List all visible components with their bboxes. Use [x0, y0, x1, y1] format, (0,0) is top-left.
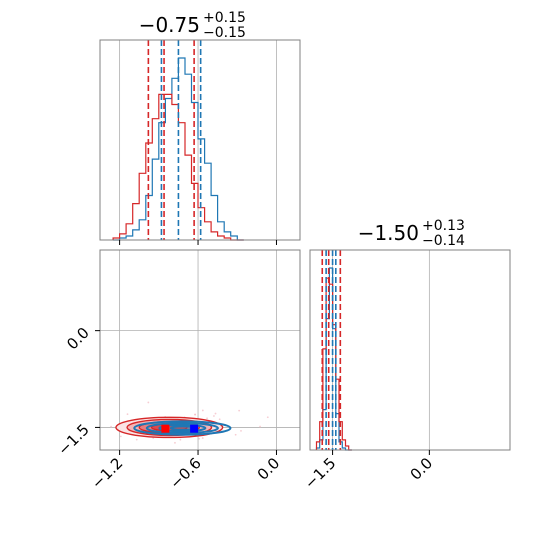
- sample-point: [234, 433, 237, 436]
- contour-blue: [145, 422, 219, 434]
- title-p2-upper: +0.13: [422, 218, 465, 234]
- y-tick-label-p2: 0.0: [63, 324, 93, 354]
- contour-blue: [133, 420, 232, 436]
- sample-point: [126, 413, 129, 416]
- title-p2-main: −1.50: [358, 221, 419, 245]
- sample-point: [201, 409, 204, 412]
- title-p1: −0.75 +0.15 −0.15: [139, 10, 246, 41]
- contour-blue: [158, 423, 207, 433]
- title-p1-main: −0.75: [139, 13, 200, 37]
- x-tick-label-p2: 0.0: [407, 454, 437, 484]
- x-tick-label-p1: −0.6: [166, 454, 204, 492]
- sample-point: [206, 417, 208, 420]
- title-p2-lower: −0.14: [422, 233, 465, 249]
- sample-point: [135, 438, 138, 441]
- sample-point: [119, 435, 122, 438]
- sample-point: [147, 401, 150, 404]
- joint-panel: [86, 249, 301, 455]
- sample-point: [93, 414, 95, 416]
- marker-blue: [190, 424, 199, 433]
- sample-point: [110, 425, 112, 428]
- title-p2: −1.50 +0.13 −0.14: [358, 218, 465, 249]
- sample-point: [179, 438, 182, 441]
- x-tick-label-p2: −1.5: [301, 454, 339, 492]
- y-tick-label-p2: −1.5: [54, 421, 92, 459]
- sample-point: [218, 418, 221, 421]
- sample-point: [266, 416, 269, 419]
- sample-point: [259, 425, 261, 428]
- title-p1-lower: −0.15: [203, 25, 246, 41]
- sample-point: [201, 437, 204, 439]
- sample-point: [198, 437, 201, 440]
- sample-point: [93, 438, 95, 440]
- x-tick-label-p1: 0.0: [254, 454, 284, 484]
- x-tick-label-p1: −1.2: [88, 454, 126, 492]
- sample-point: [174, 441, 176, 444]
- sample-point: [240, 429, 242, 432]
- sample-point: [214, 412, 217, 415]
- axes-frame: [99, 39, 301, 241]
- sample-point: [86, 405, 88, 407]
- marginal-panel-p1: [99, 39, 301, 245]
- axes-frame: [309, 249, 511, 451]
- marginal-panel-p2: [309, 249, 511, 455]
- joint-contours: [86, 401, 269, 444]
- axes-frame: [99, 249, 301, 451]
- sample-point: [194, 413, 196, 416]
- sample-point: [238, 409, 241, 412]
- title-p1-upper: +0.15: [203, 10, 246, 26]
- marker-red: [161, 424, 170, 433]
- sample-point: [213, 415, 215, 417]
